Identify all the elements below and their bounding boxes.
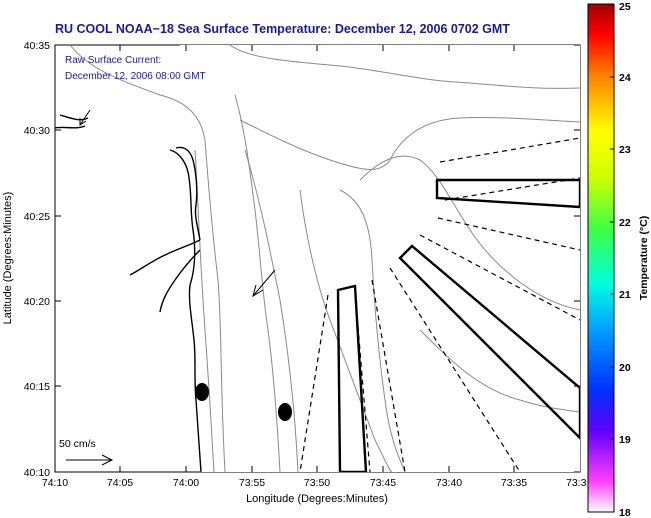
ytick-label: 40:15 [24, 381, 50, 393]
colorbar-tick: 25 [619, 1, 631, 13]
scale-label: 50 cm/s [59, 438, 96, 450]
map-title: RU COOL NOAA−18 Sea Surface Temperature:… [55, 22, 510, 36]
coastline [55, 114, 202, 472]
current-vectors [79, 109, 276, 298]
colorbar-tick: 24 [619, 72, 631, 84]
dot-west [195, 383, 209, 401]
colorbar-gradient [587, 3, 615, 513]
xtick-label: 74:00 [173, 477, 199, 489]
ocean-region [180, 45, 580, 472]
dot-east [278, 403, 292, 421]
xtick-label: 74:10 [42, 477, 68, 489]
colorbar: 18 19 20 21 22 23 24 25 Temperature (°C) [587, 1, 650, 518]
xtick-label: 73:3 [566, 477, 587, 489]
ytick-label: 40:30 [24, 125, 50, 137]
colorbar-tick: 22 [619, 217, 631, 229]
xtick-label: 73:45 [370, 477, 396, 489]
annotation-line1: Raw Surface Current: [65, 55, 162, 66]
x-axis-label: Longitude (Degrees:Minutes) [246, 493, 388, 505]
ytick-label: 40:10 [24, 467, 50, 479]
colorbar-tick: 23 [619, 144, 631, 156]
colorbar-tick: 21 [619, 289, 631, 301]
xtick-label: 73:40 [436, 477, 462, 489]
radar-lines [299, 137, 580, 472]
y-axis-label: Latitude (Degrees:Minutes) [2, 192, 14, 325]
y-axis: 40:10 40:15 40:20 40:25 40:30 40:35 [24, 40, 580, 479]
colorbar-tick: 18 [619, 507, 631, 518]
colorbar-label: Temperature (°C) [638, 216, 650, 301]
xtick-label: 73:35 [501, 477, 527, 489]
colorbar-tick: 19 [619, 434, 631, 446]
xtick-label: 73:55 [239, 477, 265, 489]
xtick-label: 74:05 [107, 477, 133, 489]
ytick-label: 40:25 [24, 211, 50, 223]
xtick-label: 73:50 [304, 477, 330, 489]
scale-arrow [66, 454, 114, 466]
radar-wedges [336, 178, 580, 472]
ytick-label: 40:20 [24, 296, 50, 308]
ytick-label: 40:35 [24, 40, 50, 52]
colorbar-tick: 20 [619, 362, 631, 374]
annotation-line2: December 12, 2006 08:00 GMT [65, 71, 206, 82]
bathymetry-contours [69, 45, 580, 472]
x-axis: 74:10 74:05 74:00 73:55 73:50 73:45 73:4… [42, 45, 587, 489]
